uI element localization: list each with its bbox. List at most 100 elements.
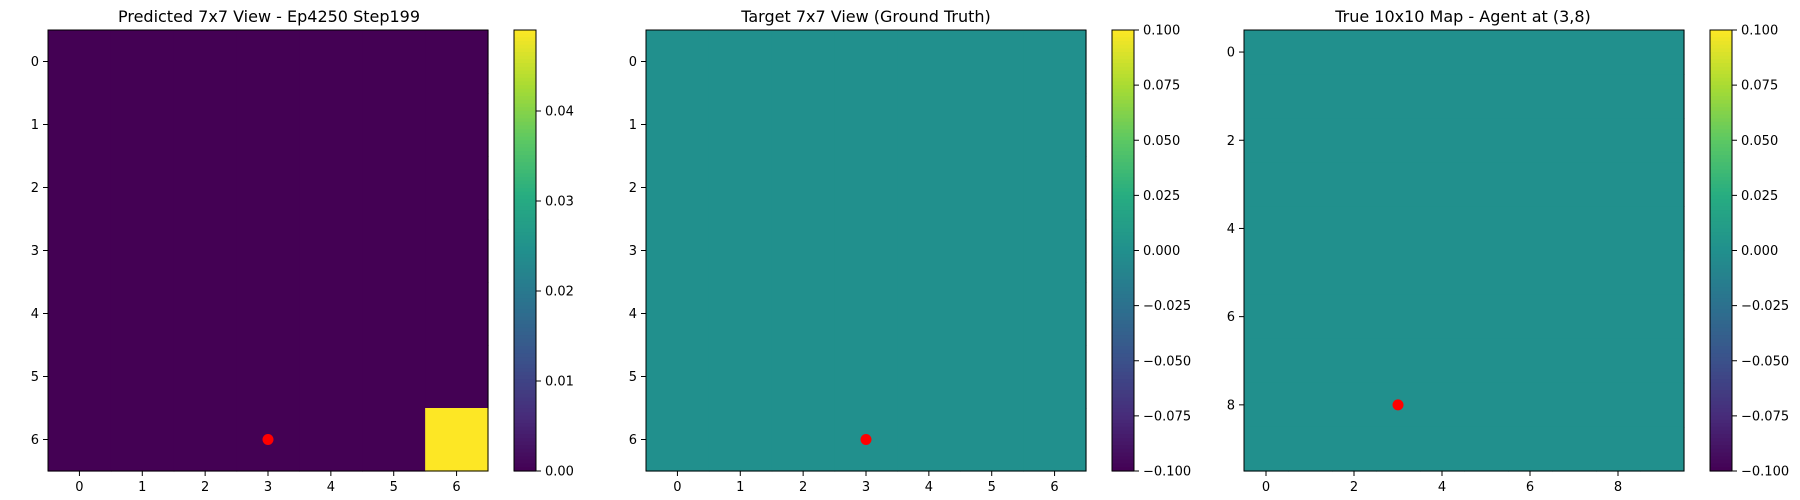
colorbar-segment	[1710, 88, 1732, 94]
colorbar-segment	[1710, 125, 1732, 130]
colorbar-segment	[1710, 191, 1732, 196]
colorbar-segment	[514, 74, 536, 79]
heatmap-cell	[299, 156, 363, 220]
colorbar-segment	[1112, 434, 1134, 439]
heatmap-cell	[646, 156, 710, 220]
heatmap-cell	[110, 156, 175, 220]
heatmap-cell	[173, 156, 238, 220]
colorbar-segment	[1710, 430, 1732, 435]
colorbar-segment	[1710, 162, 1732, 167]
heatmap-cell	[646, 219, 710, 283]
heatmap-cell	[1288, 30, 1333, 75]
colorbar-segment	[514, 213, 536, 219]
colorbar-segment	[1112, 85, 1134, 90]
colorbar-segment	[1710, 467, 1732, 472]
heatmap-cell	[1596, 162, 1641, 207]
heatmap-cell	[362, 408, 426, 472]
heatmap-cell	[1508, 162, 1553, 207]
colorbar-segment	[1112, 30, 1134, 35]
colorbar-segment	[514, 88, 536, 94]
heatmap-panel: True 10x10 Map - Agent at (3,8) 0 2 4 6 8 0 2 4…	[1227, 7, 1789, 495]
heatmap-cell	[834, 93, 899, 157]
colorbar-segment	[514, 298, 536, 303]
heatmap-cell	[1640, 118, 1685, 163]
chart-title: Target 7x7 View (Ground Truth)	[740, 7, 991, 26]
heatmap-cells	[646, 30, 1087, 472]
colorbar-segment	[1710, 195, 1732, 200]
colorbar-segment	[514, 331, 536, 336]
colorbar-segment	[1710, 257, 1732, 263]
heatmap-panel: Target 7x7 View (Ground Truth) 0 1 2 3 4 5 6 0 1…	[629, 7, 1191, 495]
heatmap-cell	[425, 156, 489, 220]
colorbar-segment	[1710, 456, 1732, 461]
colorbar-segment	[1112, 397, 1134, 402]
heatmap-cell	[1332, 74, 1377, 119]
heatmap-cell	[771, 282, 836, 346]
colorbar-segment	[1112, 294, 1134, 299]
colorbar-segment	[1112, 415, 1134, 421]
colorbar-segment	[1710, 349, 1732, 354]
heatmap-cell	[1464, 74, 1509, 119]
heatmap-cell	[299, 282, 363, 346]
heatmap-cell	[1023, 93, 1087, 157]
heatmap-cell	[173, 93, 238, 157]
colorbar-segment	[514, 132, 536, 138]
heatmap-cell	[1023, 219, 1087, 283]
colorbar-tick-label: −0.050	[1741, 354, 1789, 369]
colorbar-tick-label: −0.100	[1741, 465, 1789, 480]
heatmap-cell	[708, 345, 773, 409]
heatmap-cell	[1244, 294, 1289, 340]
heatmap-cell	[1640, 74, 1685, 119]
colorbar-segment	[1710, 261, 1732, 266]
colorbar-segment	[1710, 386, 1732, 391]
colorbar-segment	[1112, 331, 1134, 336]
colorbar-segment	[514, 165, 536, 171]
heatmap-cell	[1464, 294, 1509, 340]
colorbar-segment	[1112, 379, 1134, 384]
heatmap-cell	[1596, 74, 1641, 119]
colorbar-segment	[1112, 221, 1134, 226]
colorbar-segment	[514, 357, 536, 362]
heatmap-cell	[362, 156, 426, 220]
heatmap-cell	[1464, 118, 1509, 163]
colorbar-segment	[1710, 397, 1732, 402]
colorbar-segment	[1710, 342, 1732, 347]
colorbar-segment	[514, 448, 536, 454]
colorbar-segment	[1710, 445, 1732, 450]
x-tick-label: 0	[673, 480, 681, 495]
colorbar-segment	[514, 305, 536, 310]
colorbar-segment	[1710, 129, 1732, 134]
colorbar-segment	[1710, 41, 1732, 46]
heatmap-cell	[173, 408, 238, 472]
heatmap-cell	[1332, 30, 1377, 75]
colorbar-segment	[1710, 279, 1732, 285]
colorbar-segment	[1112, 158, 1134, 163]
colorbar-segment	[1710, 48, 1732, 53]
colorbar-segment	[514, 283, 536, 288]
colorbar-segment	[1710, 452, 1732, 457]
colorbar-segment	[1710, 320, 1732, 325]
colorbar-segment	[1112, 88, 1134, 94]
colorbar-segment	[1710, 415, 1732, 421]
heatmap-cell	[1376, 162, 1421, 207]
y-tick-label: 8	[1227, 398, 1235, 413]
colorbar-segment	[514, 217, 536, 222]
colorbar-segment	[1112, 324, 1134, 329]
colorbar-segment	[514, 125, 536, 130]
colorbar-tick-label: −0.075	[1741, 409, 1789, 424]
colorbar-segment	[514, 129, 536, 134]
colorbar-segment	[514, 33, 536, 38]
colorbar-segment	[514, 235, 536, 241]
colorbar-segment	[1710, 437, 1732, 443]
colorbar-segment	[1710, 136, 1732, 141]
colorbar-segment	[1710, 121, 1732, 127]
heatmap-cell	[1596, 30, 1641, 75]
agent-marker	[1392, 399, 1404, 411]
colorbar-segment	[1112, 368, 1134, 373]
colorbar-segment	[1710, 158, 1732, 163]
heatmap-cell	[771, 156, 836, 220]
heatmap-cell	[897, 282, 961, 346]
colorbar-segment	[1112, 243, 1134, 248]
heatmap-cell	[236, 156, 301, 220]
colorbar-segment	[514, 276, 536, 281]
